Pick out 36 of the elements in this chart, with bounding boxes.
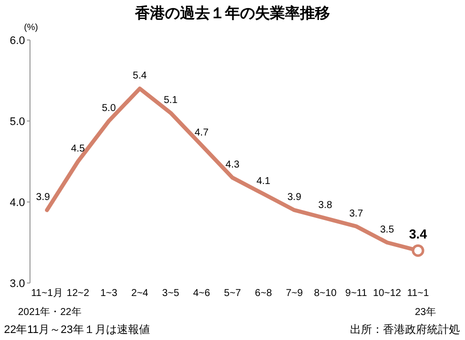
text: 3.9 bbox=[287, 192, 302, 204]
text: 5.1 bbox=[164, 94, 178, 106]
text: 3.9 bbox=[36, 192, 50, 204]
x-tick-label: 8~10 bbox=[314, 288, 337, 299]
text: 3.8 bbox=[318, 200, 332, 212]
x-tick-label: 11~1月 bbox=[31, 288, 63, 299]
text: 4.3 bbox=[226, 160, 240, 171]
text: 5.0 bbox=[102, 103, 116, 114]
text: 23年 bbox=[414, 306, 436, 318]
text: 4.1 bbox=[256, 176, 270, 187]
x-tick-label: 12~2 bbox=[66, 288, 90, 299]
y-tick-label: 3.0 bbox=[10, 278, 25, 290]
text: 4.5 bbox=[70, 144, 85, 154]
text: 3.5 bbox=[380, 224, 394, 236]
text: 3.4 bbox=[408, 226, 428, 242]
text: 5.4 bbox=[132, 70, 147, 82]
x-tick-label: 4~6 bbox=[193, 288, 210, 299]
text: 4.7 bbox=[194, 127, 209, 138]
x-tick-label: 7~9 bbox=[286, 288, 304, 299]
x-tick-label: 10~12 bbox=[373, 288, 402, 299]
y-tick-label: 4.0 bbox=[10, 197, 25, 209]
chart-title: 香港の過去１年の失業率推移 bbox=[134, 4, 330, 22]
y-axis-title: (%) bbox=[24, 22, 38, 32]
x-tick-label: 3~5 bbox=[162, 288, 180, 299]
x-tick-label: 2~4 bbox=[131, 288, 149, 299]
y-tick-label: 5.0 bbox=[10, 116, 25, 128]
text: 2021年・22年 bbox=[18, 306, 82, 318]
text: 22年11月～23年１月は速報値 bbox=[4, 323, 150, 336]
text: 出所：香港政府統計処 bbox=[350, 323, 460, 336]
y-tick-label: 6.0 bbox=[10, 35, 25, 47]
x-tick-label: 6~8 bbox=[254, 288, 272, 299]
x-tick-label: 11~1 bbox=[407, 288, 430, 299]
x-tick-label: 5~7 bbox=[224, 288, 242, 299]
text: 3.7 bbox=[349, 208, 364, 220]
x-tick-label: 9~11 bbox=[345, 288, 368, 299]
x-tick-label: 1~3 bbox=[100, 288, 118, 299]
